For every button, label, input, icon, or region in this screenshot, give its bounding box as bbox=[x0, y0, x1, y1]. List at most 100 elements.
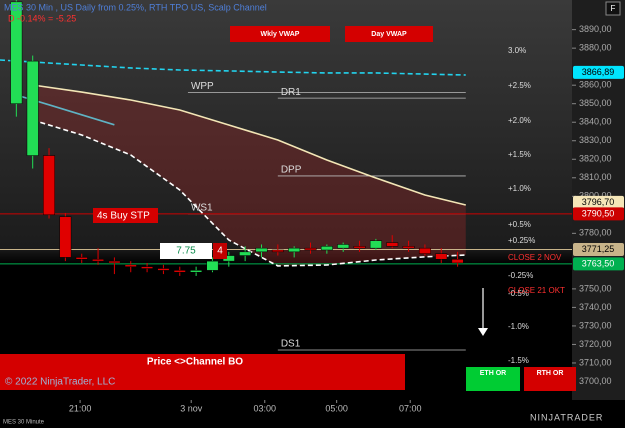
pivot-label: WPP bbox=[191, 81, 214, 92]
x-tick-label: 07:00 bbox=[399, 403, 422, 413]
percent-label: +0.25% bbox=[508, 236, 535, 245]
candle-body bbox=[435, 253, 448, 260]
percent-label: +1.0% bbox=[508, 184, 531, 193]
price-marker bbox=[573, 243, 624, 257]
y-tick-label: 3830,00 bbox=[579, 135, 612, 145]
banner bbox=[0, 354, 405, 390]
candle-body bbox=[59, 216, 72, 258]
candle-body bbox=[10, 1, 23, 104]
candle-body bbox=[320, 246, 333, 251]
percent-label: -0.25% bbox=[508, 271, 533, 280]
y-tick-label: 3850,00 bbox=[579, 98, 612, 108]
candle-body bbox=[451, 259, 464, 264]
eth-or-button[interactable] bbox=[466, 367, 520, 391]
candle-body bbox=[337, 244, 350, 249]
price-marker-label: 3866,89 bbox=[582, 67, 615, 77]
y-tick-label: 3720,00 bbox=[579, 339, 612, 349]
y-tick-label: 3710,00 bbox=[579, 357, 612, 367]
candle-body bbox=[108, 260, 121, 264]
price-marker bbox=[573, 195, 624, 209]
banner-label: Price <>Channel BO bbox=[147, 357, 243, 368]
candle-body bbox=[157, 268, 170, 271]
qty-box[interactable] bbox=[213, 243, 227, 259]
overlay-line bbox=[32, 119, 466, 267]
pivot-label: DS1 bbox=[281, 339, 301, 350]
qty[interactable]: 4 bbox=[217, 246, 223, 257]
overlay-line bbox=[32, 84, 466, 206]
y-tick-label: 3740,00 bbox=[579, 302, 612, 312]
price-marker-label: 3796,70 bbox=[582, 197, 615, 207]
pivot-label: WS1 bbox=[191, 203, 213, 214]
candle-body bbox=[418, 247, 431, 254]
x-tick-label: 21:00 bbox=[69, 403, 92, 413]
candle-body bbox=[92, 259, 105, 262]
candle-body bbox=[369, 240, 382, 249]
percent-label: +1.5% bbox=[508, 150, 531, 159]
percent-label: 3.0% bbox=[508, 46, 526, 55]
channel-fill bbox=[32, 85, 466, 266]
qty-price[interactable]: 7.75 bbox=[176, 246, 196, 257]
y-tick-label: 3810,00 bbox=[579, 172, 612, 182]
percent-label: -0.5% bbox=[508, 289, 529, 298]
candle-body bbox=[141, 266, 154, 269]
candle-body bbox=[255, 247, 268, 253]
candle-body bbox=[43, 155, 55, 216]
wkly-vwap-label[interactable]: Wkly VWAP bbox=[261, 31, 300, 38]
y-tick-label: 3880,00 bbox=[579, 43, 612, 53]
candle-body bbox=[288, 247, 301, 253]
candle-body bbox=[304, 247, 317, 251]
eth-or-label[interactable]: ETH OR bbox=[480, 370, 506, 377]
y-tick-label: 3860,00 bbox=[579, 80, 612, 90]
percent-label: +2.0% bbox=[508, 116, 531, 125]
y-tick-label: 3750,00 bbox=[579, 283, 612, 293]
candle-body bbox=[386, 242, 399, 247]
candle-body bbox=[173, 270, 186, 273]
price-marker-label: 3771,25 bbox=[582, 244, 615, 254]
price-marker-label: 3790,50 bbox=[582, 208, 615, 218]
instrument: MES 30 Minute bbox=[3, 420, 45, 426]
x-tick-label: 03:00 bbox=[253, 403, 276, 413]
y-tick-label: 3800,00 bbox=[579, 191, 612, 201]
close-2-label: CLOSE 2 NOV bbox=[508, 253, 562, 262]
day-vwap-button[interactable] bbox=[345, 26, 433, 42]
candle-body bbox=[206, 260, 219, 271]
chart-subtitle: D -0.14% = -5.25 bbox=[8, 13, 76, 23]
y-tick-label: 3840,00 bbox=[579, 117, 612, 127]
price-marker bbox=[573, 207, 624, 221]
close-21-label: CLOSE 21 OKT bbox=[508, 286, 565, 295]
rth-or-label[interactable]: RTH OR bbox=[537, 370, 564, 377]
y-tick-label: 3730,00 bbox=[579, 320, 612, 330]
time-axis-background bbox=[0, 400, 625, 428]
day-vwap-label[interactable]: Day VWAP bbox=[371, 31, 407, 38]
wkly-vwap-button[interactable] bbox=[230, 26, 330, 42]
rth-or-button[interactable] bbox=[524, 367, 576, 391]
corner-label[interactable]: F bbox=[611, 4, 616, 13]
candle-body bbox=[402, 246, 415, 249]
price-marker-label: 3763,50 bbox=[582, 258, 615, 268]
y-tick-label: 3700,00 bbox=[579, 376, 612, 386]
brand: NINJATRADER bbox=[530, 412, 603, 422]
price-marker bbox=[573, 65, 624, 79]
price-marker bbox=[573, 257, 624, 271]
arrow-head bbox=[478, 328, 488, 336]
copyright: © 2022 NinjaTrader, LLC bbox=[5, 377, 115, 388]
percent-label: -1.5% bbox=[508, 356, 529, 365]
y-tick-label: 3890,00 bbox=[579, 24, 612, 34]
qty-price-box[interactable] bbox=[160, 243, 212, 259]
chart-title: MES 30 Min , US Daily from 0.25%, RTH TP… bbox=[4, 2, 267, 12]
candle-body bbox=[271, 249, 284, 253]
candle-body bbox=[75, 257, 88, 260]
corner-box[interactable] bbox=[605, 1, 621, 16]
x-tick-label: 05:00 bbox=[325, 403, 348, 413]
pivot-label: DR1 bbox=[281, 87, 301, 98]
candle-body bbox=[124, 264, 137, 267]
percent-label: -1.0% bbox=[508, 322, 529, 331]
order-label[interactable]: 4s Buy STP bbox=[97, 211, 150, 222]
y-tick-label: 3780,00 bbox=[579, 228, 612, 238]
x-tick-label: 3 nov bbox=[180, 403, 203, 413]
order-box[interactable] bbox=[93, 208, 158, 223]
overlay-line bbox=[0, 59, 466, 76]
candle-body bbox=[353, 246, 366, 249]
candle-body bbox=[26, 60, 39, 156]
